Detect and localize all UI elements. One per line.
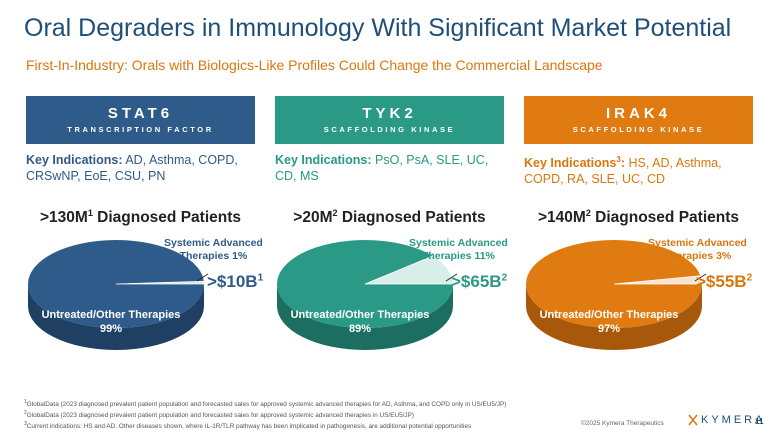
key-indications-list-cont: CRSwNP, EoE, CSU, PN [26, 169, 166, 183]
copyright: ©2025 Kymera Therapeutics [581, 420, 664, 427]
patients-suffix: Diagnosed Patients [595, 209, 739, 227]
key-indications-label: Key Indications: [26, 153, 123, 167]
footnote-text: Current indications: HS and AD. Other di… [26, 423, 472, 431]
untreated-pct: 97% [597, 323, 621, 335]
footnote-num: 3 [24, 421, 27, 428]
logo-text: KYMERA [701, 414, 766, 426]
stat6-header: STAT6 TRANSCRIPTION FACTOR [26, 96, 255, 144]
footnote-num: 1 [24, 399, 27, 405]
pie-side [526, 284, 702, 350]
patients-count: >130M [40, 209, 88, 227]
systemic-label-line1: Systemic Advanced [409, 237, 508, 249]
systemic-label-line2: Therapies 3% [663, 250, 732, 262]
page-subtitle: First-In-Industry: Orals with Biologics-… [26, 57, 603, 73]
market-value-amount: >$65B [451, 272, 502, 291]
footnote-text: GlobalData (2023 diagnosed prevalent pat… [26, 401, 507, 409]
column-stat6: STAT6 TRANSCRIPTION FACTOR Key Indicatio… [26, 96, 263, 416]
market-value-amount: >$10B [207, 272, 258, 291]
key-indications-list: AD, Asthma, COPD, [125, 153, 238, 167]
systemic-label-line2: Therapies 1% [179, 250, 248, 262]
footnote-num: 2 [24, 410, 27, 417]
pie-slice-systemic [613, 275, 703, 285]
untreated-label: Untreated/Other Therapies 97% [519, 308, 699, 336]
market-value-footnote-ref: 2 [501, 272, 508, 284]
patients-footnote-ref: 2 [332, 208, 338, 218]
diagnosed-patients: >130M1 Diagnosed Patients [26, 208, 255, 227]
target-class: TRANSCRIPTION FACTOR [67, 125, 214, 134]
irak4-pie-chart [526, 240, 707, 350]
key-indications: Key Indications: AD, Asthma, COPD, CRSwN… [26, 152, 255, 184]
kymera-logo: KYMERA [688, 414, 765, 426]
target-name: IRAK4 [605, 105, 671, 122]
systemic-label: Systemic Advanced Therapies 3% [648, 237, 747, 263]
untreated-label-text: Untreated/Other Therapies [539, 309, 679, 321]
systemic-label-line1: Systemic Advanced [164, 237, 263, 249]
kymera-mark-icon [688, 414, 698, 426]
diagnosed-patients: >20M2 Diagnosed Patients [275, 208, 504, 227]
pie-slice-systemic [364, 255, 454, 285]
key-indications-list-cont: COPD, RA, SLE, UC, CD [524, 172, 665, 187]
column-tyk2: TYK2 SCAFFOLDING KINASE Key Indications:… [275, 96, 508, 416]
systemic-label: Systemic Advanced Therapies 11% [409, 237, 508, 263]
key-indications-footnote-ref: 3 [616, 155, 621, 164]
stat6-pie-chart [28, 240, 209, 350]
footnote-2: 2GlobalData (2023 diagnosed prevalent pa… [24, 409, 506, 420]
footnote-text: GlobalData (2023 diagnosed prevalent pat… [26, 412, 415, 420]
market-value: >$65B2 [451, 272, 507, 292]
untreated-label: Untreated/Other Therapies 89% [270, 308, 450, 336]
key-indications-label: Key Indications3: [524, 155, 626, 171]
column-irak4: IRAK4 SCAFFOLDING KINASE Key Indications… [524, 96, 753, 416]
target-class: SCAFFOLDING KINASE [323, 125, 456, 134]
systemic-label-line1: Systemic Advanced [648, 237, 747, 249]
pie-leader-line [196, 273, 209, 282]
market-value: >$10B1 [207, 272, 263, 292]
patients-suffix: Diagnosed Patients [341, 209, 486, 227]
systemic-label: Systemic Advanced Therapies 1% [164, 237, 263, 263]
patients-footnote-ref: 1 [87, 208, 93, 218]
key-indications-list-cont: CD, MS [275, 169, 319, 183]
key-indications-label: Key Indications: [275, 153, 372, 167]
patients-suffix: Diagnosed Patients [97, 209, 241, 227]
untreated-pct: 99% [99, 323, 123, 335]
pie-leader-line [694, 273, 707, 282]
page-title: Oral Degraders in Immunology With Signif… [24, 14, 732, 42]
market-value-amount: >$55B [696, 272, 747, 291]
target-name: STAT6 [107, 105, 174, 122]
key-indications: Key Indications3: HS, AD, Asthma, COPD, … [524, 152, 753, 187]
market-value: >$55B2 [696, 272, 752, 292]
irak4-header: IRAK4 SCAFFOLDING KINASE [524, 96, 753, 144]
untreated-label: Untreated/Other Therapies 99% [21, 308, 201, 336]
systemic-label-line2: Therapies 11% [421, 250, 495, 262]
patients-footnote-ref: 2 [585, 208, 591, 218]
patients-count: >20M [293, 209, 333, 227]
market-value-footnote-ref: 1 [257, 272, 264, 284]
footnote-1: 1GlobalData (2023 diagnosed prevalent pa… [24, 398, 506, 409]
tyk2-header: TYK2 SCAFFOLDING KINASE [275, 96, 504, 144]
patients-count: >140M [538, 209, 586, 227]
key-indications-list: PsO, PsA, SLE, UC, [375, 153, 489, 167]
footnote-3: 3Current indications: HS and AD. Other d… [24, 420, 506, 431]
page-number: 11 [755, 417, 764, 426]
pie-slice-systemic [115, 280, 205, 285]
footnotes: 1GlobalData (2023 diagnosed prevalent pa… [24, 398, 506, 431]
target-name: TYK2 [362, 105, 417, 122]
pie-leader-line [445, 273, 458, 282]
pie-side [28, 284, 204, 350]
market-value-footnote-ref: 2 [746, 272, 753, 284]
key-indications-label-text: Key Indications [524, 156, 617, 171]
tyk2-pie-chart [277, 240, 458, 350]
key-indications-list: HS, AD, Asthma, [628, 156, 722, 171]
diagnosed-patients: >140M2 Diagnosed Patients [524, 208, 753, 227]
pie-side [277, 284, 453, 350]
untreated-pct: 89% [348, 323, 372, 335]
key-indications: Key Indications: PsO, PsA, SLE, UC, CD, … [275, 152, 504, 184]
untreated-label-text: Untreated/Other Therapies [41, 309, 181, 321]
target-class: SCAFFOLDING KINASE [572, 125, 705, 134]
untreated-label-text: Untreated/Other Therapies [290, 309, 430, 321]
